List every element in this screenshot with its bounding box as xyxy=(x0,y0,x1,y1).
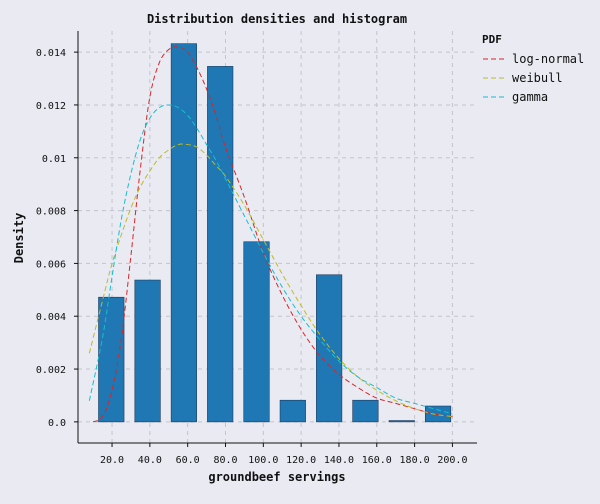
x-tick-label: 140.0 xyxy=(324,455,354,466)
y-tick-label: 0.008 xyxy=(36,207,66,218)
pdf-curves xyxy=(88,46,453,423)
x-tick-label: 80.0 xyxy=(213,455,237,466)
x-tick-label: 20.0 xyxy=(100,455,124,466)
y-tick-label: 0.004 xyxy=(36,312,66,323)
x-tick-label: 200.0 xyxy=(437,455,467,466)
legend: PDF log-normal weibull gamma xyxy=(482,33,584,104)
x-tick-label: 160.0 xyxy=(362,455,392,466)
histogram-bar xyxy=(316,274,343,423)
chart-title: Distribution densities and histogram xyxy=(147,12,407,26)
histogram-bar xyxy=(170,43,197,423)
histogram-bar xyxy=(279,399,306,423)
y-tick-label: 0.014 xyxy=(36,48,66,59)
legend-label-weibull: weibull xyxy=(512,71,563,85)
y-tick-label: 0.002 xyxy=(36,365,66,376)
pdf-curve-log-normal xyxy=(92,46,453,423)
legend-title: PDF xyxy=(482,33,502,46)
histogram-bars xyxy=(98,43,452,423)
x-tick-label: 180.0 xyxy=(400,455,430,466)
histogram-bar xyxy=(207,66,234,423)
y-tick-label: 0.0 xyxy=(48,418,66,429)
histogram-bar xyxy=(424,405,452,423)
histogram-bar xyxy=(352,399,379,423)
pdf-curve-gamma xyxy=(88,104,453,415)
axes: 20.0 40.0 60.0 80.0 100.0 120.0 140.0 160.0 180.… xyxy=(36,31,477,466)
histogram-bar xyxy=(243,241,270,423)
histogram-bar xyxy=(98,296,125,423)
x-axis-label: groundbeef servings xyxy=(208,470,345,484)
legend-label-log-normal: log-normal xyxy=(512,52,584,66)
x-tick-label: 120.0 xyxy=(286,455,316,466)
y-tick-label: 0.006 xyxy=(36,259,66,270)
y-tick-label: 0.012 xyxy=(36,101,66,112)
x-tick-label: 60.0 xyxy=(176,455,200,466)
legend-label-gamma: gamma xyxy=(512,90,548,104)
x-tick-label: 40.0 xyxy=(138,455,162,466)
x-tick-label: 100.0 xyxy=(248,455,278,466)
histogram-bar xyxy=(134,279,161,423)
y-axis-label: Density xyxy=(12,213,26,264)
histogram-bar xyxy=(388,420,415,423)
y-tick-label: 0.01 xyxy=(42,154,66,165)
